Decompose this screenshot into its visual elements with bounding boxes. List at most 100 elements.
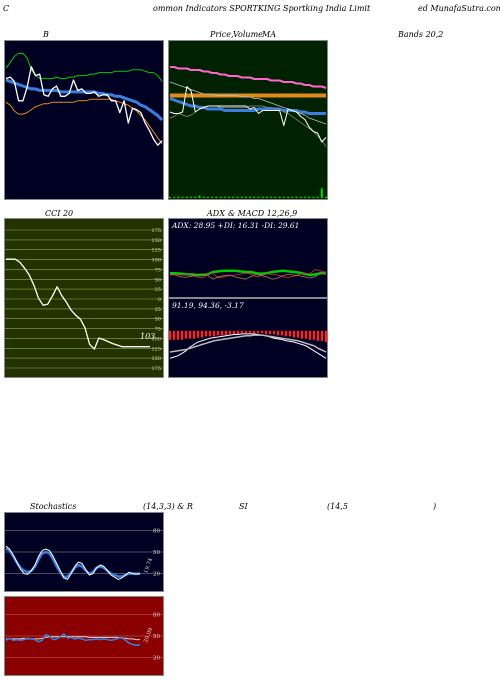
volume-bar-7 xyxy=(198,195,201,198)
price-ma-chart xyxy=(168,40,328,200)
macd-hist-bar-12 xyxy=(216,330,220,336)
stoch-title: Stochastics xyxy=(30,502,77,511)
volume-bar-31 xyxy=(299,196,302,198)
volume-bar-14 xyxy=(228,196,230,198)
macd-hist-bar-14 xyxy=(224,330,228,336)
price_volume_ma-series-0-line xyxy=(170,66,327,89)
cci-tick-label-0: 175 xyxy=(151,228,161,234)
volume-bar-17 xyxy=(240,196,243,198)
macd-hist-bar-27 xyxy=(276,330,280,336)
cci-tick-label-3: 100 xyxy=(151,258,161,264)
cci-tick-label-4: 75 xyxy=(155,267,161,273)
stoch-value-label: 19.74 xyxy=(143,557,154,574)
volume-bar-10 xyxy=(211,196,214,198)
rsi-close: ) xyxy=(433,502,437,511)
volume-bar-34 xyxy=(312,196,315,198)
volume-bar-27 xyxy=(282,196,285,198)
macd-title: & MACD 12,26,9 xyxy=(228,209,298,218)
cci-tick-label-11: 100 xyxy=(151,336,161,342)
cci-tick-label-5: 50 xyxy=(155,277,161,283)
volume-bar-11 xyxy=(215,196,218,198)
macd-hist-bar-2 xyxy=(176,330,180,340)
macd-hist-bar-39 xyxy=(324,330,328,343)
cci-tick-label-9: 50 xyxy=(155,317,161,323)
macd-hist-bar-0 xyxy=(168,330,172,340)
macd-hist-bar-6 xyxy=(192,330,196,339)
macd-hist-bar-5 xyxy=(188,330,192,339)
bollinger-background xyxy=(4,40,164,200)
macd-hist-bar-30 xyxy=(288,330,292,337)
volume-bar-5 xyxy=(190,196,193,198)
cci-background xyxy=(4,218,164,378)
volume-bar-6 xyxy=(194,196,197,198)
rsi-params: (14,5 xyxy=(327,502,348,511)
volume-bar-9 xyxy=(206,196,209,198)
volume-bar-19 xyxy=(249,196,252,198)
volume-bar-20 xyxy=(253,196,256,198)
macd-hist-bar-1 xyxy=(172,330,176,340)
header-center: ommon Indicators SPORTKING Sportking Ind… xyxy=(153,4,371,13)
volume-bar-28 xyxy=(287,196,290,198)
volume-bar-25 xyxy=(274,196,277,198)
adx-series-2-line xyxy=(169,272,327,280)
rsi-value-label: 39.09 xyxy=(143,627,154,644)
volume-bar-16 xyxy=(236,196,239,198)
cci-tick-label-7: 0 xyxy=(158,297,161,303)
macd-hist-bar-22 xyxy=(256,330,260,334)
rsi-series-1-line xyxy=(5,633,141,647)
macd-hist-bar-10 xyxy=(208,330,212,337)
macd-hist-bar-13 xyxy=(220,330,224,336)
volume-label: Volume xyxy=(233,30,263,39)
volume-bar-3 xyxy=(181,196,184,198)
stoch-tick-label-2: 20 xyxy=(153,572,160,578)
bollinger-chart xyxy=(4,40,164,200)
cci-tick-label-1: 150 xyxy=(151,238,161,244)
volume-bar-33 xyxy=(308,196,311,198)
cci-tick-label-10: 75 xyxy=(155,327,161,333)
rsi-title: SI xyxy=(239,502,248,511)
volume-bar-21 xyxy=(257,196,260,198)
ma-label: MA xyxy=(262,30,276,39)
cci-title: CCI 20 xyxy=(45,209,74,218)
adx-series-1-line xyxy=(169,269,327,279)
macd-hist-bar-26 xyxy=(272,330,276,335)
bollinger-series-3-line xyxy=(5,66,163,146)
macd-hist-bar-4 xyxy=(184,330,188,339)
macd-hist-bar-21 xyxy=(252,330,256,334)
bands-label: Bands 20,2 xyxy=(398,30,444,39)
volume-bar-22 xyxy=(261,196,264,198)
macd-hist-bar-20 xyxy=(248,330,252,334)
header-left: C xyxy=(3,4,10,13)
macd-hist-bar-34 xyxy=(304,330,308,339)
volume-bar-30 xyxy=(295,196,298,198)
macd-hist-bar-38 xyxy=(320,330,324,341)
adx-chart: ADX: 28.95 +DI: 16.31 -DI: 29.61 xyxy=(168,218,328,298)
macd-hist-bar-7 xyxy=(196,330,200,338)
volume-bar-37 xyxy=(325,196,327,198)
macd-hist-bar-3 xyxy=(180,330,184,340)
volume-bar-26 xyxy=(278,196,281,198)
volume-bar-35 xyxy=(316,196,319,198)
price-label: Price, xyxy=(210,30,234,39)
macd-series-0-line xyxy=(169,333,327,359)
macd-background xyxy=(168,298,328,378)
macd-hist-bar-23 xyxy=(260,330,264,334)
bollinger-title: B xyxy=(43,30,49,39)
volume-bar-15 xyxy=(232,196,235,198)
rsi-tick-label-0: 80 xyxy=(153,612,160,618)
cci-tick-label-2: 125 xyxy=(151,248,161,254)
bollinger-series-2-line xyxy=(5,98,163,144)
watermark: MunafaSutra.com xyxy=(172,565,409,597)
price_volume_ma-series-5-line xyxy=(169,86,327,143)
macd-hist-bar-35 xyxy=(308,330,312,340)
price_volume_ma-series-3-line xyxy=(169,81,327,125)
macd-chart: 91.19, 94.36, -3.17 xyxy=(168,298,328,378)
macd-hist-bar-28 xyxy=(280,330,284,336)
cci-tick-label-12: 125 xyxy=(151,346,161,352)
macd-hist-bar-11 xyxy=(212,330,216,337)
rsi-tick-label-1: 50 xyxy=(153,634,160,640)
stoch-tick-label-0: 80 xyxy=(153,528,160,534)
macd-hist-bar-19 xyxy=(244,330,248,334)
volume-bar-29 xyxy=(291,196,294,198)
